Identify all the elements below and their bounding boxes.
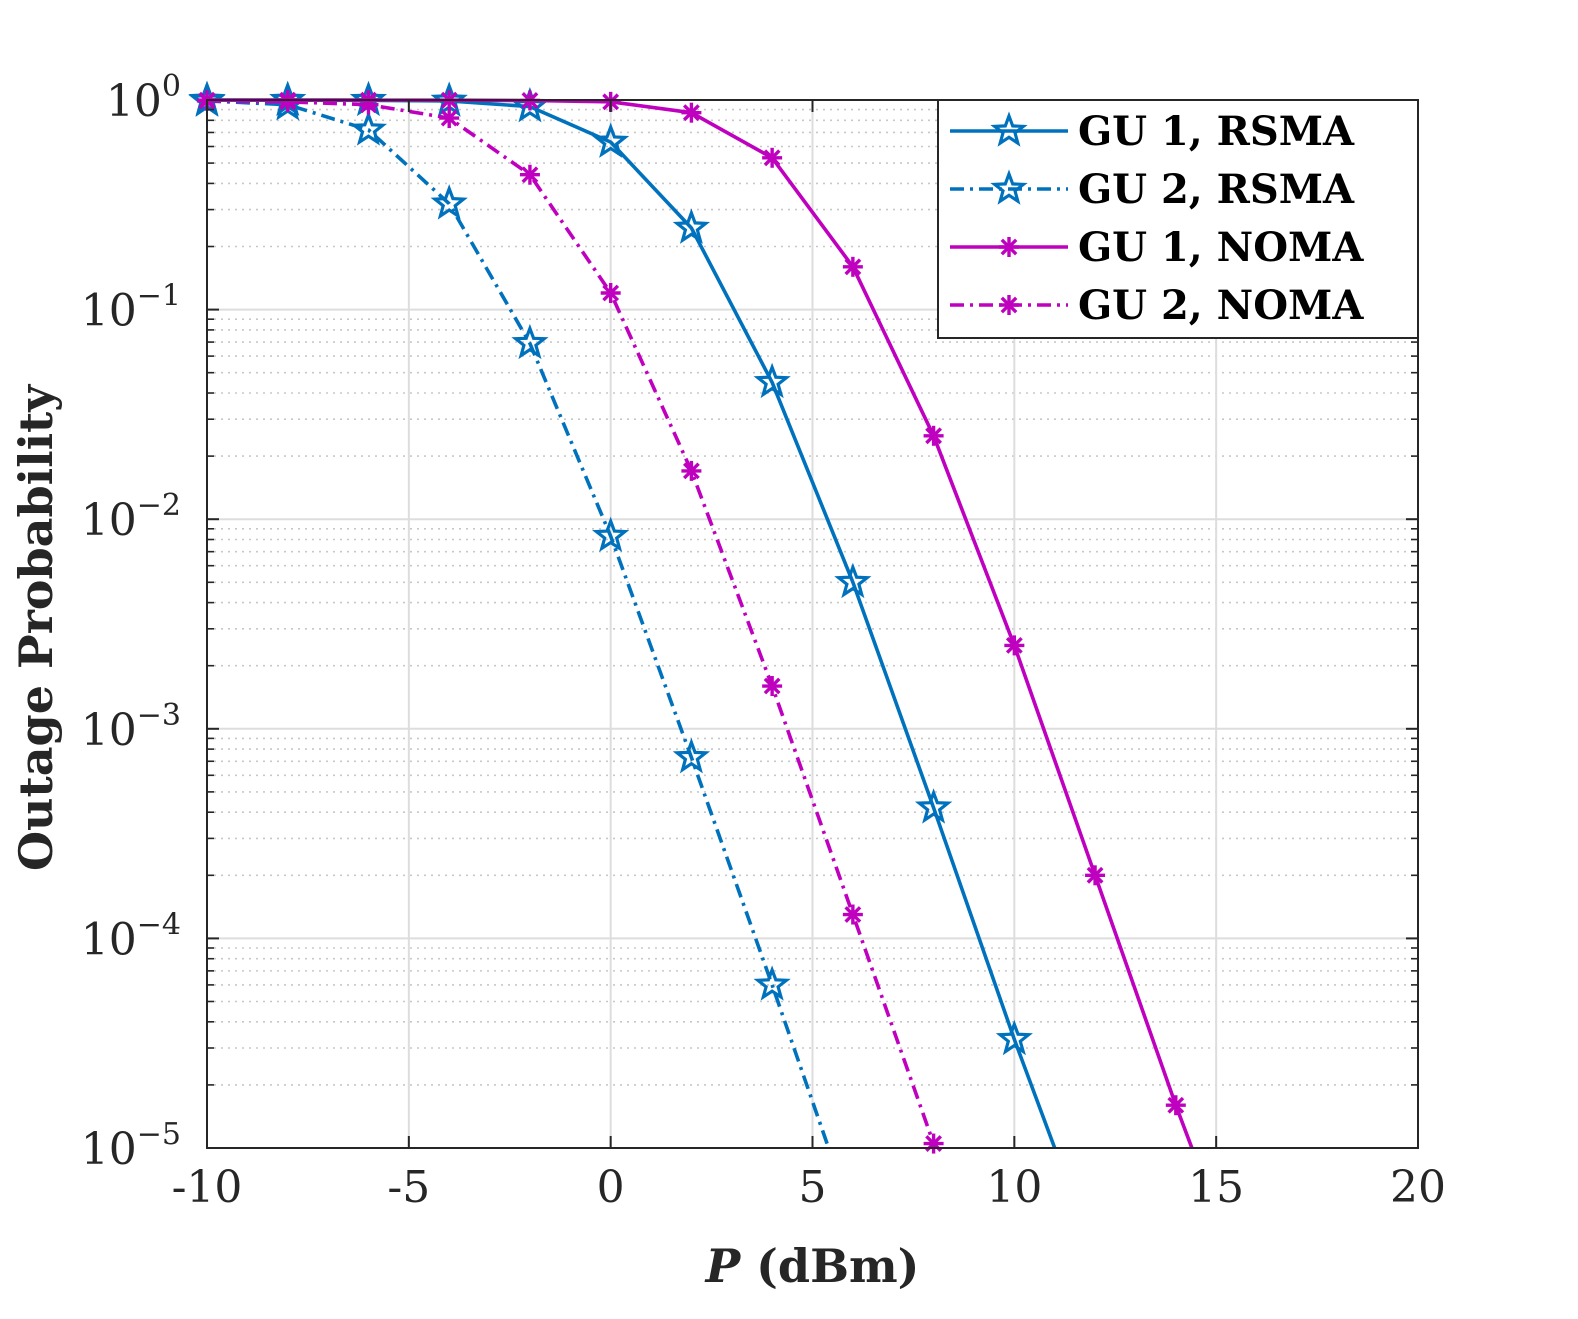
star-marker [753,362,791,399]
series-gu-2-rsma [207,99,831,1148]
x-tick-label: 5 [799,1162,827,1213]
star-marker [511,323,549,360]
x-axis-label: P (dBm) [704,1239,920,1293]
asterisk-marker [1165,1095,1186,1116]
y-tick-exponent: −4 [137,907,181,942]
y-tick-base: 10 [81,286,137,337]
legend-entry: GU 2, NOMA [950,282,1364,329]
asterisk-marker [999,295,1019,315]
series-line [207,99,936,1145]
y-tick-exponent: 0 [162,69,181,104]
star-marker [672,208,711,244]
asterisk-marker [842,256,863,277]
x-tick-label: 15 [1188,1162,1244,1213]
star-marker [990,111,1028,147]
y-tick-exponent: −3 [137,698,181,733]
asterisk-stroke [844,258,862,276]
asterisk-marker [1004,635,1025,656]
asterisk-stroke [763,149,781,167]
legend-label: GU 1, RSMA [1078,108,1355,155]
legend-entry: GU 1, RSMA [950,108,1355,155]
legend-label: GU 2, RSMA [1078,166,1355,213]
star-marker [990,169,1028,205]
y-tick-base: 10 [81,1124,137,1175]
asterisk-marker [1085,865,1106,886]
x-tick-label: 20 [1390,1162,1446,1213]
asterisk-marker [681,460,702,481]
asterisk-stroke [682,104,700,122]
asterisk-stroke [763,677,781,695]
asterisk-marker [277,91,298,112]
star-marker [592,122,630,158]
y-tick-exponent: −5 [137,1117,181,1152]
asterisk-stroke [1167,1096,1185,1114]
asterisk-stroke [1000,296,1018,314]
y-axis-label: Outage Probability [9,384,63,871]
x-tick-label: 0 [597,1162,625,1213]
series-markers [188,81,791,1001]
asterisk-marker [600,283,621,304]
x-axis-unit-gap [740,1239,756,1293]
axes [206,99,1419,1149]
star-marker [753,965,791,1001]
series-gu-2-noma [207,99,936,1145]
y-tick-exponent: −1 [137,279,181,314]
y-tick-base: 10 [106,76,162,127]
y-tick-label: 10−4 [81,907,181,965]
legend-label: GU 2, NOMA [1078,282,1364,329]
legend-entry: GU 1, NOMA [950,224,1364,271]
y-tick-label: 10−1 [81,279,181,337]
series-line [207,99,831,1148]
x-tick-label: -5 [387,1162,430,1213]
asterisk-marker [923,1133,944,1154]
series-markers [197,90,944,1154]
y-tick-exponent: −2 [137,488,181,523]
y-tick-base: 10 [81,705,137,756]
star-marker [349,110,388,146]
asterisk-stroke [440,109,458,127]
y-tick-label: 10−5 [81,1117,181,1175]
star-marker [995,1019,1033,1056]
asterisk-marker [681,102,702,123]
asterisk-stroke [1086,866,1104,884]
x-tick-label: -10 [172,1162,243,1213]
asterisk-stroke [925,427,943,445]
x-tick-label: 10 [986,1162,1042,1213]
x-axis-variable: P [704,1239,742,1293]
asterisk-stroke [602,284,620,302]
star-marker [834,562,872,599]
asterisk-stroke [1000,238,1018,256]
asterisk-marker [762,147,783,168]
y-tick-base: 10 [81,914,137,965]
asterisk-stroke [279,93,297,111]
star-marker [672,737,711,774]
asterisk-marker [999,237,1019,257]
star-marker [430,184,468,220]
star-marker [592,516,630,552]
asterisk-marker [762,676,783,697]
y-tick-label: 100 [106,69,181,127]
asterisk-stroke [682,462,700,480]
y-tick-base: 10 [81,495,137,546]
asterisk-marker [519,164,540,185]
y-tick-label: 10−3 [81,698,181,756]
legend: GU 1, RSMA GU 2, RSMA GU 1, NOMA GU 2, NOMA [937,99,1419,339]
legend-entry: GU 2, RSMA [950,166,1355,213]
star-marker [914,788,953,824]
y-tick-label: 10−2 [81,488,181,546]
legend-label: GU 1, NOMA [1078,224,1364,271]
asterisk-marker [358,94,379,115]
asterisk-marker [842,904,863,925]
asterisk-stroke [1005,636,1023,654]
x-axis-unit: (dBm) [756,1239,919,1293]
asterisk-marker [439,108,460,129]
asterisk-stroke [521,166,539,184]
asterisk-marker [923,425,944,446]
asterisk-stroke [844,906,862,923]
